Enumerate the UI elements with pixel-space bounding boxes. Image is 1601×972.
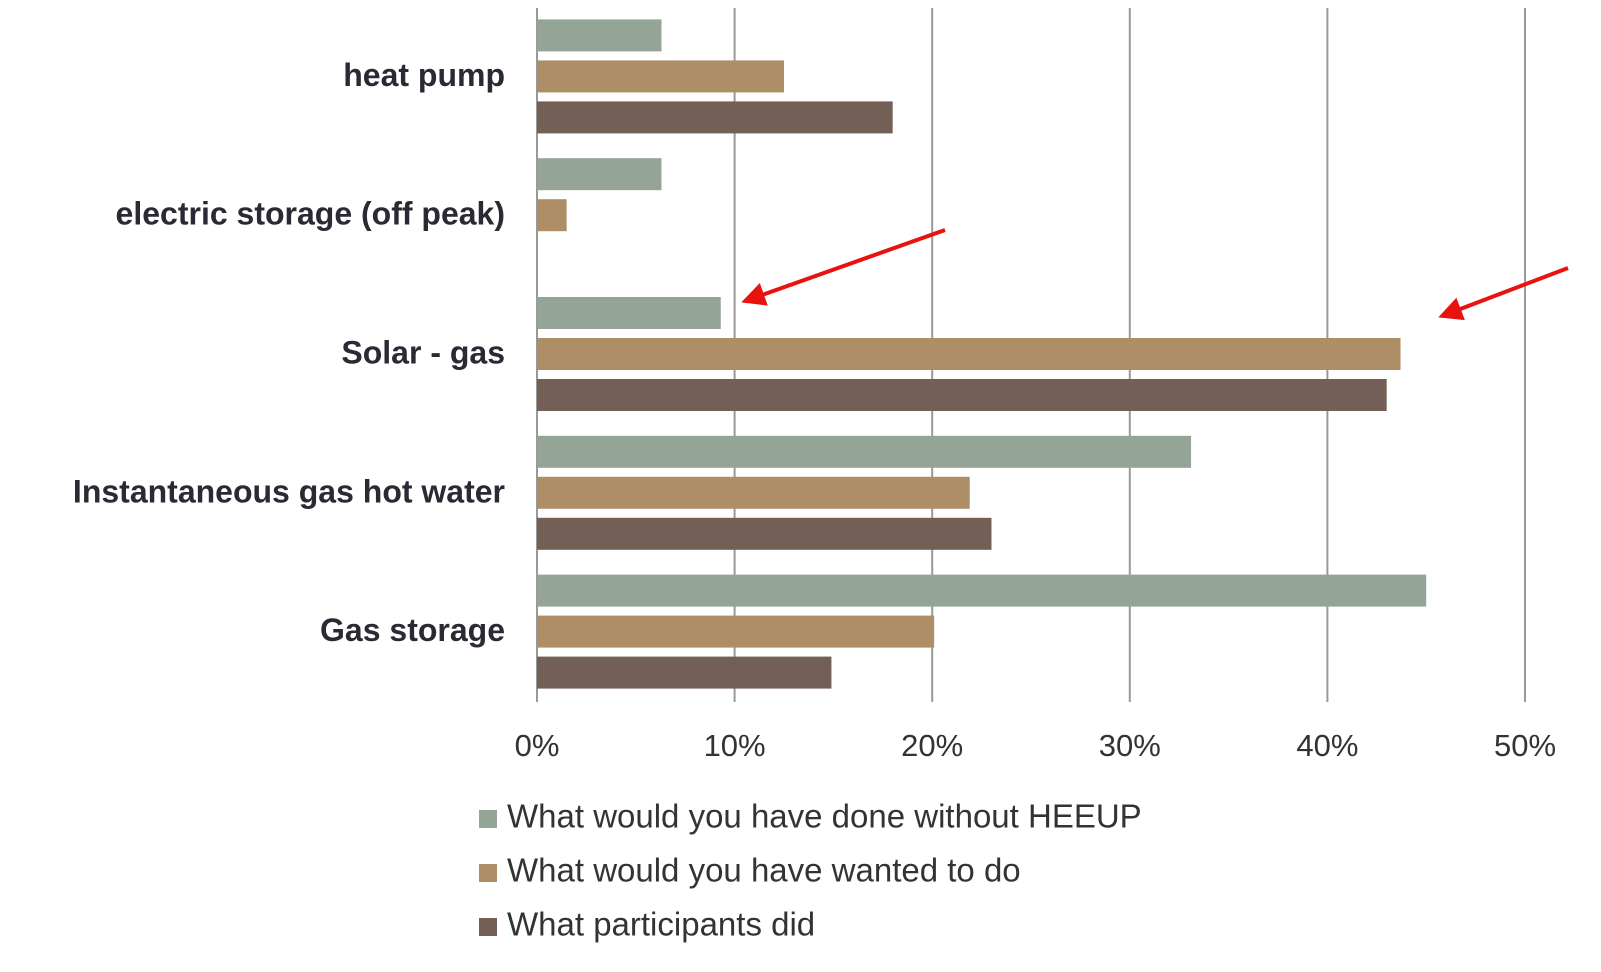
bar xyxy=(537,19,662,52)
bar xyxy=(537,656,832,689)
annotation-arrow xyxy=(1438,266,1569,321)
y-tick-label: Solar - gas xyxy=(341,334,505,370)
bar xyxy=(537,476,970,509)
legend-swatch xyxy=(479,918,497,936)
bar xyxy=(537,379,1387,411)
x-tick-label: 20% xyxy=(901,728,963,763)
x-tick-label: 10% xyxy=(704,728,766,763)
bar xyxy=(537,615,935,648)
x-tick-label: 50% xyxy=(1494,728,1556,763)
legend-label: What participants did xyxy=(507,906,815,943)
x-tick-label: 40% xyxy=(1296,728,1358,763)
y-tick-label: Instantaneous gas hot water xyxy=(73,473,505,509)
annotation-arrow xyxy=(741,228,946,306)
y-tick-label: heat pump xyxy=(343,57,505,93)
legend-swatch xyxy=(479,810,497,828)
legend-swatch xyxy=(479,864,497,882)
y-tick-label: Gas storage xyxy=(320,612,505,648)
bar xyxy=(537,297,721,329)
x-tick-label: 30% xyxy=(1099,728,1161,763)
bar xyxy=(537,435,1192,468)
y-tick-label: electric storage (off peak) xyxy=(116,196,505,232)
bar xyxy=(537,199,567,232)
bar xyxy=(537,517,992,550)
bar xyxy=(537,101,893,134)
bar xyxy=(537,338,1401,370)
bar xyxy=(537,60,784,93)
legend-label: What would you have done without HEEUP xyxy=(507,798,1142,835)
bar xyxy=(537,158,662,191)
x-tick-label: 0% xyxy=(515,728,560,763)
legend-label: What would you have wanted to do xyxy=(507,852,1021,889)
bar xyxy=(537,574,1427,607)
